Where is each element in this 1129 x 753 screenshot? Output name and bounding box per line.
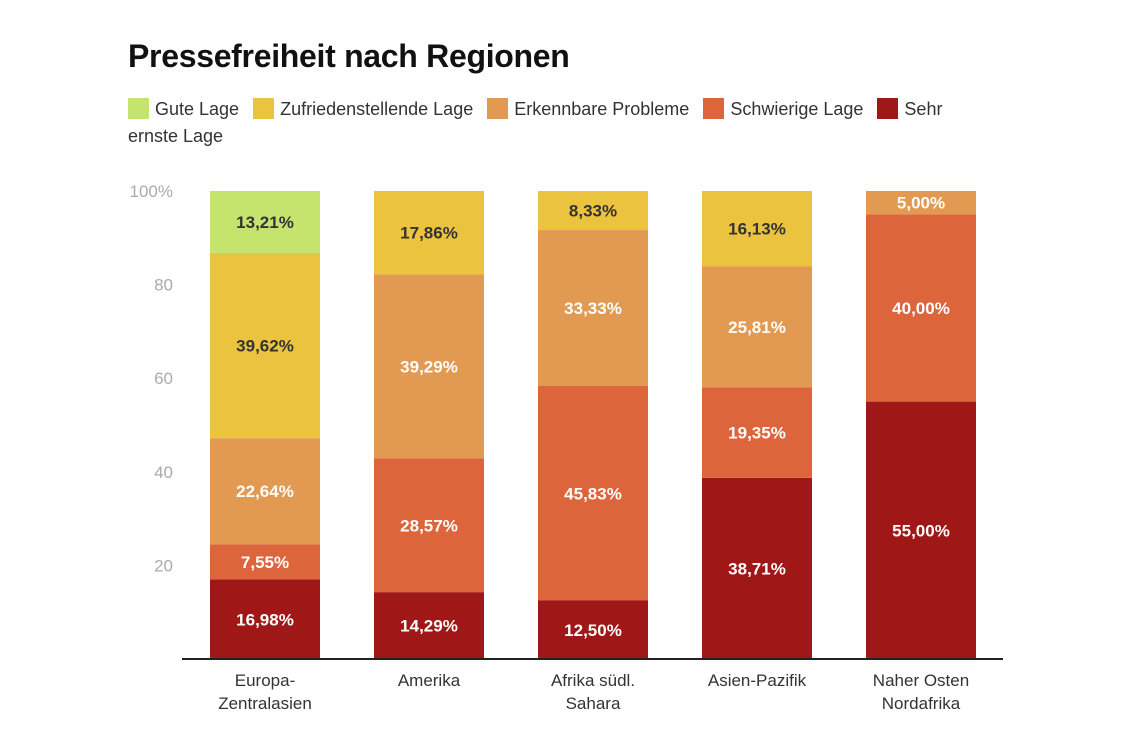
data-label: 55,00% <box>892 521 950 540</box>
data-label: 8,33% <box>569 202 617 221</box>
y-tick-label: 100% <box>130 182 173 201</box>
x-category-label: Europa-Zentralasien <box>218 671 312 713</box>
bar-segment <box>210 438 320 545</box>
data-label: 7,55% <box>241 553 289 572</box>
legend-label: Schwierige Lage <box>730 99 864 119</box>
legend-swatch <box>877 98 899 119</box>
bar-segment <box>702 191 812 267</box>
x-category-label: Naher Osten Nordafrika <box>873 671 969 713</box>
legend-swatch <box>128 98 149 119</box>
data-label: 25,81% <box>728 318 786 337</box>
data-label: 14,29% <box>400 617 458 636</box>
legend-swatch <box>253 98 275 119</box>
data-label: 22,64% <box>236 482 294 501</box>
data-label: 16,98% <box>236 610 294 629</box>
data-label: 17,86% <box>400 224 458 243</box>
data-label: 16,13% <box>728 220 786 239</box>
bar-segment <box>702 477 812 659</box>
legend-label: Gute Lage <box>155 99 240 119</box>
bar-segment <box>538 191 648 231</box>
legend: Gute Lage Zufriedenstellende Lage Erkennba… <box>128 96 978 150</box>
legend-item: Gute Lage <box>128 98 240 119</box>
y-tick-label: 60 <box>154 369 173 388</box>
x-category-label: Afrika südl. Sahara <box>551 671 635 713</box>
legend-swatch <box>703 98 725 119</box>
legend-item: Zufriedenstellende Lage <box>253 98 474 119</box>
chart-title: Pressefreiheit nach Regionen <box>128 38 570 74</box>
bar-segment <box>702 266 812 388</box>
data-label: 28,57% <box>400 516 458 535</box>
data-label: 40,00% <box>892 299 950 318</box>
bar-segment <box>210 252 320 439</box>
bar-segment <box>866 214 976 402</box>
bar-segment <box>538 230 648 387</box>
x-category-label: Amerika <box>398 671 461 690</box>
y-tick-label: 80 <box>154 276 173 295</box>
data-label: 33,33% <box>564 299 622 318</box>
bar-segment <box>538 600 648 659</box>
data-label: 5,00% <box>897 194 945 213</box>
legend-label: Sehr ernste Lage <box>128 99 943 146</box>
data-label: 12,50% <box>564 621 622 640</box>
bar-segment <box>866 401 976 659</box>
data-label: 39,62% <box>236 337 294 356</box>
bar-segment <box>866 191 976 215</box>
data-label: 45,83% <box>564 484 622 503</box>
y-tick-label: 20 <box>154 556 173 575</box>
bar-segment <box>210 579 320 659</box>
legend-label: Erkennbare Probleme <box>514 99 690 119</box>
bar-segment <box>374 458 484 593</box>
legend-item: Schwierige Lage <box>703 98 864 119</box>
bar-segment <box>538 386 648 601</box>
bar-segment <box>374 190 484 275</box>
bar-segment <box>374 274 484 459</box>
data-label: 19,35% <box>728 424 786 443</box>
data-label: 13,21% <box>236 213 294 232</box>
bar-segment <box>210 544 320 580</box>
bar-segment <box>702 387 812 478</box>
y-tick-label: 40 <box>154 463 173 482</box>
bar-segment <box>210 191 320 253</box>
data-label: 38,71% <box>728 559 786 578</box>
legend-label: Zufriedenstellende Lage <box>280 99 474 119</box>
legend-item: Erkennbare Probleme <box>487 98 690 119</box>
legend-swatch <box>487 98 509 119</box>
bar-segment <box>374 592 484 659</box>
data-label: 39,29% <box>400 357 458 376</box>
x-category-label: Asien-Pazifik <box>708 671 807 690</box>
legend-item: Sehr ernste Lage <box>128 98 943 146</box>
